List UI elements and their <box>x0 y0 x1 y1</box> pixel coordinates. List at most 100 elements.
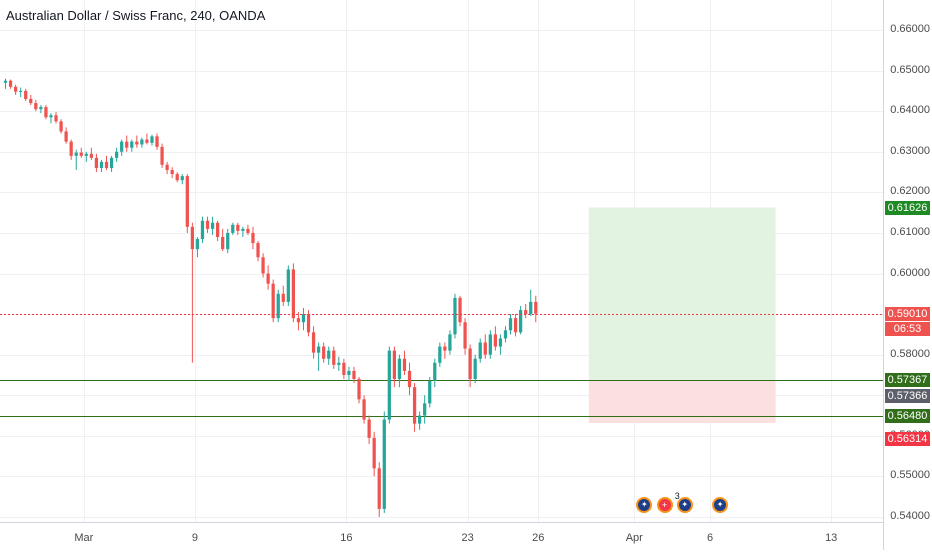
australia-flag-icon[interactable]: ✦ 3 <box>675 491 693 513</box>
candle <box>478 338 482 363</box>
australia-flag-icon[interactable]: ✦ <box>712 497 729 513</box>
candle <box>251 226 255 250</box>
candle-body <box>256 243 260 258</box>
candle-body <box>190 226 194 250</box>
candle-body <box>438 346 442 363</box>
loss-zone <box>588 380 776 424</box>
candle-body <box>483 342 487 355</box>
candle-body <box>513 318 518 333</box>
candle-body <box>382 419 386 509</box>
candle <box>99 159 104 173</box>
candle <box>140 137 144 148</box>
price-tick-label: 0.63000 <box>890 144 930 157</box>
candle-body <box>322 346 326 359</box>
candle <box>301 307 306 331</box>
candle-body <box>276 293 280 319</box>
candle <box>407 362 412 396</box>
candle <box>498 334 503 355</box>
candle <box>529 289 533 317</box>
candle-body <box>534 301 538 314</box>
candle <box>8 79 13 89</box>
candle <box>266 265 270 290</box>
candle <box>79 147 83 158</box>
grid <box>0 0 883 522</box>
candle <box>195 236 200 258</box>
candle-body <box>39 107 43 110</box>
candle <box>226 228 230 254</box>
horizontal-lines[interactable] <box>0 380 883 417</box>
candle-body <box>84 153 88 156</box>
swiss-flag-icon[interactable]: + <box>656 497 673 513</box>
candle <box>165 161 169 175</box>
stop-loss-price-tag: 0.56314 <box>885 432 930 447</box>
australia-flag-icon[interactable]: ✦ <box>636 497 653 513</box>
candle <box>180 174 184 185</box>
candle-body <box>99 161 104 168</box>
candle <box>59 119 63 134</box>
candle-body <box>397 358 402 380</box>
candle-body <box>216 222 220 237</box>
candle <box>483 334 487 359</box>
candle <box>281 285 285 306</box>
candle-body <box>170 170 174 175</box>
candle <box>387 346 391 424</box>
candle-body <box>29 98 33 104</box>
candle <box>241 226 245 237</box>
candle-body <box>418 415 422 424</box>
candle <box>402 350 407 375</box>
candle <box>306 310 311 337</box>
time-tick-label: Mar <box>74 532 94 544</box>
candle <box>69 139 73 160</box>
candle <box>322 342 326 363</box>
candle <box>205 216 210 233</box>
candle <box>286 265 290 306</box>
candle-body <box>433 362 437 382</box>
candle <box>503 326 508 343</box>
candle <box>428 376 432 408</box>
candle <box>145 133 149 145</box>
candle-body <box>407 370 412 388</box>
symbol-title[interactable]: Australian Dollar / Swiss Franc, 240, OA… <box>6 8 266 23</box>
candle <box>89 147 93 160</box>
candle-body <box>221 236 225 250</box>
time-tick-label: Apr <box>625 532 643 544</box>
candle <box>352 366 356 384</box>
candle <box>24 88 28 102</box>
candle-body <box>160 146 164 165</box>
candle-body <box>24 90 28 99</box>
price-tick-label: 0.54000 <box>890 510 930 522</box>
time-tick-label: 23 <box>461 532 474 544</box>
candle <box>473 354 477 384</box>
candle-body <box>94 157 99 168</box>
candle-body <box>473 358 477 380</box>
candle <box>433 358 437 388</box>
candle-body <box>377 468 381 509</box>
candle <box>291 263 295 323</box>
candle-body <box>271 283 275 319</box>
candle-body <box>14 86 18 92</box>
candle-body <box>529 301 533 315</box>
candle <box>337 356 341 371</box>
candle-body <box>519 310 523 333</box>
position-zones[interactable] <box>588 207 776 424</box>
candle-body <box>503 330 508 339</box>
candle <box>49 113 53 124</box>
candle-body <box>165 164 169 171</box>
candle <box>397 354 402 388</box>
price-tick-label: 0.66000 <box>890 23 930 35</box>
candle <box>175 172 179 183</box>
candle <box>29 94 33 106</box>
time-tick-label: 9 <box>191 532 198 544</box>
candle <box>443 342 447 359</box>
candle-body <box>205 220 210 229</box>
candle-body <box>49 115 53 118</box>
candle <box>135 135 139 148</box>
candle <box>125 135 129 152</box>
horizontal-line-lower-tag: 0.56480 <box>885 409 930 424</box>
candle-body <box>109 157 114 168</box>
candle-body <box>372 437 376 469</box>
candle-body <box>412 387 417 424</box>
candle-body <box>210 222 215 229</box>
